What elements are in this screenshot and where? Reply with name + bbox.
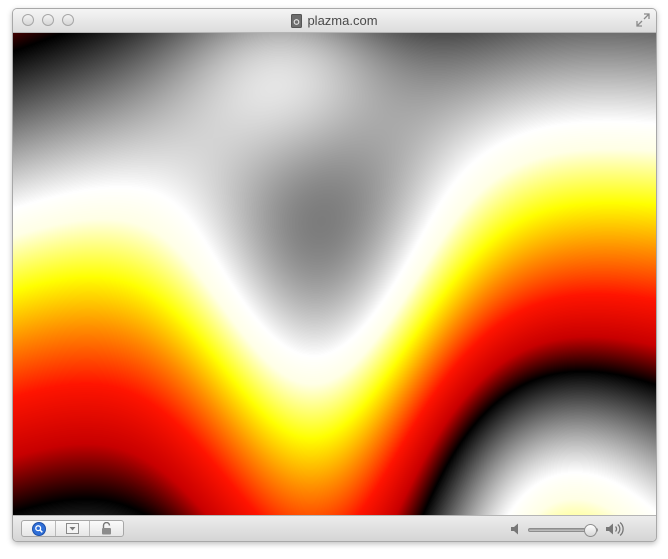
close-icon[interactable] xyxy=(22,14,34,26)
volume-slider[interactable] xyxy=(528,524,598,537)
dropdown-icon xyxy=(66,523,79,534)
speaker-low-icon[interactable] xyxy=(510,522,522,536)
lock-button[interactable] xyxy=(90,521,123,536)
menu-button[interactable] xyxy=(56,521,90,536)
fullscreen-icon[interactable] xyxy=(636,13,650,27)
toolbar-button-group xyxy=(21,520,124,537)
speaker-high-icon[interactable] xyxy=(605,521,625,537)
search-button[interactable] xyxy=(22,521,56,536)
zoom-icon[interactable] xyxy=(62,14,74,26)
magnifier-icon xyxy=(31,521,46,536)
bottom-toolbar xyxy=(13,515,656,541)
document-icon xyxy=(291,13,303,28)
volume-slider-knob[interactable] xyxy=(584,524,598,537)
minimize-icon[interactable] xyxy=(42,14,54,26)
browser-window: plazma.com xyxy=(12,8,657,542)
window-title: plazma.com xyxy=(307,13,378,28)
title-area: plazma.com xyxy=(13,9,656,32)
plasma-canvas-area[interactable] xyxy=(13,33,656,515)
lock-icon xyxy=(102,522,111,535)
plasma-canvas[interactable] xyxy=(13,33,656,515)
title-bar[interactable]: plazma.com xyxy=(13,9,656,33)
